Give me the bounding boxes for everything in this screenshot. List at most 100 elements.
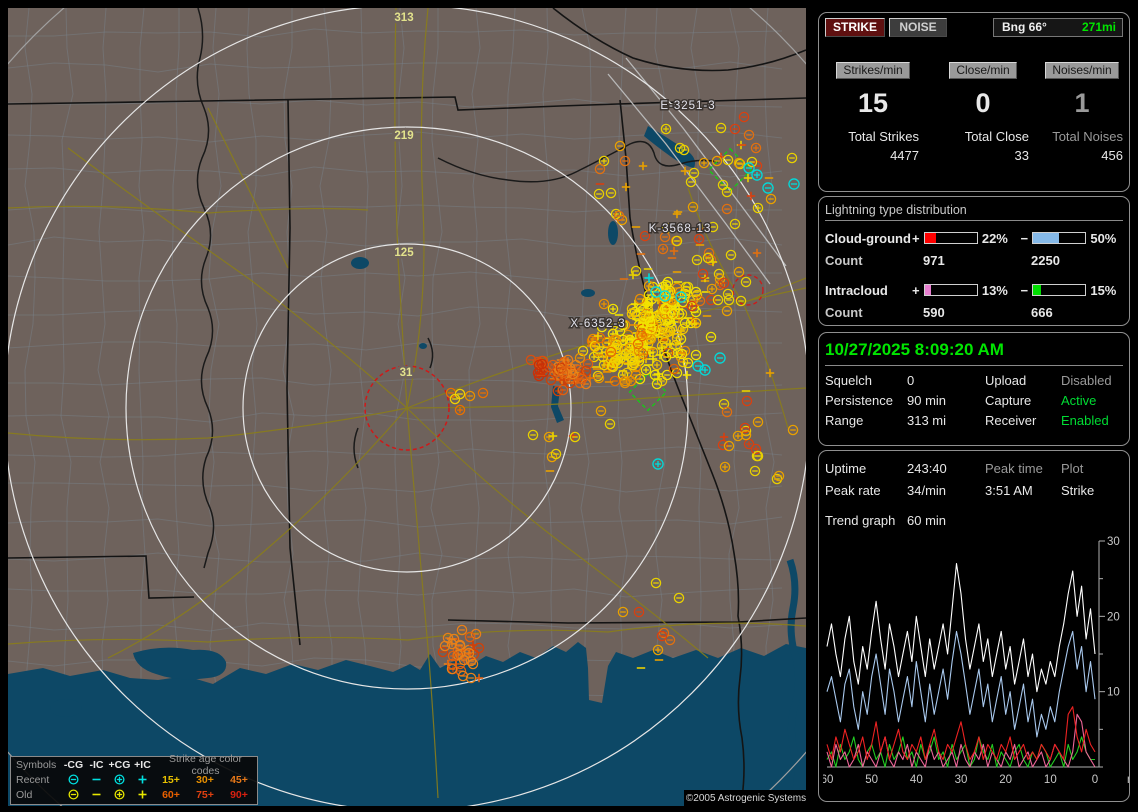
tennessee-river <box>437 140 719 183</box>
uptime-label: Uptime <box>825 460 867 476</box>
strike-symbol-mcg <box>543 361 555 373</box>
range-ring-label: 219 <box>394 130 413 142</box>
strike-toggle-button[interactable]: STRIKE <box>825 18 885 37</box>
strike-symbol-mcg <box>667 308 679 320</box>
trend-graph-label: Trend graph <box>825 512 896 528</box>
total-noises-value: 456 <box>1101 148 1123 163</box>
persistence-value: 90 min <box>907 392 947 408</box>
strike-symbol-mcg <box>630 369 642 381</box>
strike-symbol-mcg <box>557 384 569 396</box>
strike-symbol-pcg <box>732 430 744 442</box>
strike-symbol-mcg <box>659 303 671 315</box>
range-row: Range 313 mi Receiver Enabled <box>825 410 1129 430</box>
range-rings <box>8 8 806 806</box>
count-label: Count <box>825 253 863 268</box>
strike-symbol-mcg <box>738 111 750 123</box>
strike-symbol-pic <box>655 350 665 360</box>
strike-symbol-mcg <box>550 448 562 460</box>
strike-symbol-mcg <box>639 230 651 242</box>
strike-symbol-pic <box>561 362 571 372</box>
strike-symbol-pcg <box>598 359 610 371</box>
strike-symbol-mcg <box>464 390 476 402</box>
close-per-min-button[interactable]: Close/min <box>949 62 1017 79</box>
lake-pontchartrain <box>133 647 227 680</box>
strike-symbol-mcg <box>685 176 697 188</box>
strike-symbol-mcg <box>729 218 741 230</box>
strike-symbol-mcg <box>644 316 656 328</box>
strike-symbol-mcg <box>690 317 702 329</box>
range-ring-1 <box>125 126 689 690</box>
receiver-label: Receiver <box>985 412 1037 428</box>
strike-symbol-pcg <box>699 364 711 376</box>
strike-symbol-mcg <box>682 357 694 369</box>
strike-symbol-mcg <box>634 293 646 305</box>
copyright-label: ©2005 Astrogenic Systems <box>684 790 808 807</box>
roads <box>8 8 806 799</box>
cg-minus-pct: 50% <box>1090 230 1117 246</box>
legend-header-row: Symbols -CG -IC +CG +IC Strike age color… <box>11 753 257 777</box>
trend-y-tick-label: 20 <box>1107 611 1120 623</box>
noises-column: Noises/min 1 Total Noises 456 <box>1041 61 1123 181</box>
minus-sign: − <box>1020 230 1029 246</box>
peak-rate-value: 34/min <box>907 482 947 498</box>
strike-symbol-pic <box>138 775 147 784</box>
strike-symbol-pic <box>607 321 617 331</box>
strike-symbol-pic <box>743 173 753 183</box>
datetime-display: 10/27/2025 8:09:20 AM <box>825 340 1123 366</box>
trend-x-tick-label: 40 <box>910 774 923 786</box>
strike-symbol-mcg <box>582 358 594 370</box>
strike-symbol-mcg <box>749 465 761 477</box>
legend-symbol-pic <box>131 773 154 786</box>
strike-symbol-pcg <box>657 243 669 255</box>
strike-symbol-pic <box>672 209 682 219</box>
strikes-per-min-button[interactable]: Strikes/min <box>836 62 910 79</box>
strike-symbol-mcg <box>712 294 724 306</box>
noise-toggle-button[interactable]: NOISE <box>889 18 947 37</box>
legend-symbol-pcg <box>108 788 131 801</box>
strike-symbol-mcg <box>773 470 785 482</box>
legend-col-pcg: +CG <box>108 758 131 771</box>
strike-symbol-pic <box>674 304 684 314</box>
plus-sign: + <box>912 282 920 298</box>
map-canvas[interactable]: 313 219 125 31 E-3251-3 K-3568-13 X-6352-3 <box>8 8 806 806</box>
strike-symbol-pcg <box>693 233 705 245</box>
range-label: Range <box>825 412 864 428</box>
strike-symbol-mcg <box>437 646 449 658</box>
noises-per-min-button[interactable]: Noises/min <box>1045 62 1119 79</box>
lightning-map[interactable]: 313 219 125 31 E-3251-3 K-3568-13 X-6352-3 <box>8 8 806 806</box>
capture-status: Active <box>1061 392 1097 408</box>
legend-symbols-label: Symbols <box>16 758 57 771</box>
trend-y-tick-label: 10 <box>1107 687 1120 699</box>
strike-symbol-pcg <box>652 458 664 470</box>
strike-symbol-pic <box>138 790 147 799</box>
strike-symbol-pic <box>593 331 603 341</box>
ic-minus-count: 666 <box>1031 305 1053 320</box>
strike-symbol-mcg <box>594 163 606 175</box>
trend-window-value: 60 min <box>907 512 947 528</box>
legend-old-row: Old 60+ 75+ 90+ <box>11 787 257 802</box>
strikes-column: Strikes/min 15 Total Strikes 4477 <box>827 61 919 181</box>
strike-symbol-mcg <box>649 369 661 381</box>
age-code-90+: 90+ <box>230 788 248 801</box>
strike-symbol-pic <box>746 191 756 201</box>
stats-trend-panel: Uptime 243:40 Peak time Plot Peak rate 3… <box>818 450 1130 802</box>
strike-symbol-mcg <box>661 369 673 381</box>
strike-symbol-mcg <box>595 405 607 417</box>
total-close-value: 33 <box>1014 148 1029 163</box>
strike-symbol-mcg <box>723 440 735 452</box>
trend-x-tick-label: 20 <box>999 774 1012 786</box>
strike-symbol-pic <box>669 246 679 256</box>
strike-symbol-mcg <box>608 357 620 369</box>
strike-symbol-mcg <box>735 295 747 307</box>
bearing-distance: 271mi <box>1081 20 1116 34</box>
strike-symbol-mcg <box>739 422 751 434</box>
strike-symbol-pcg <box>633 345 645 357</box>
strike-symbol-mcg <box>762 182 774 194</box>
strike-symbol-pic <box>627 334 637 344</box>
strike-symbol-mcg <box>465 672 477 684</box>
strike-symbol-pcg <box>598 298 610 310</box>
strike-symbol-pcg <box>750 142 762 154</box>
strike-symbol-pic <box>642 342 652 352</box>
persistence-label: Persistence <box>825 392 893 408</box>
strike-symbol-mcg <box>473 642 485 654</box>
